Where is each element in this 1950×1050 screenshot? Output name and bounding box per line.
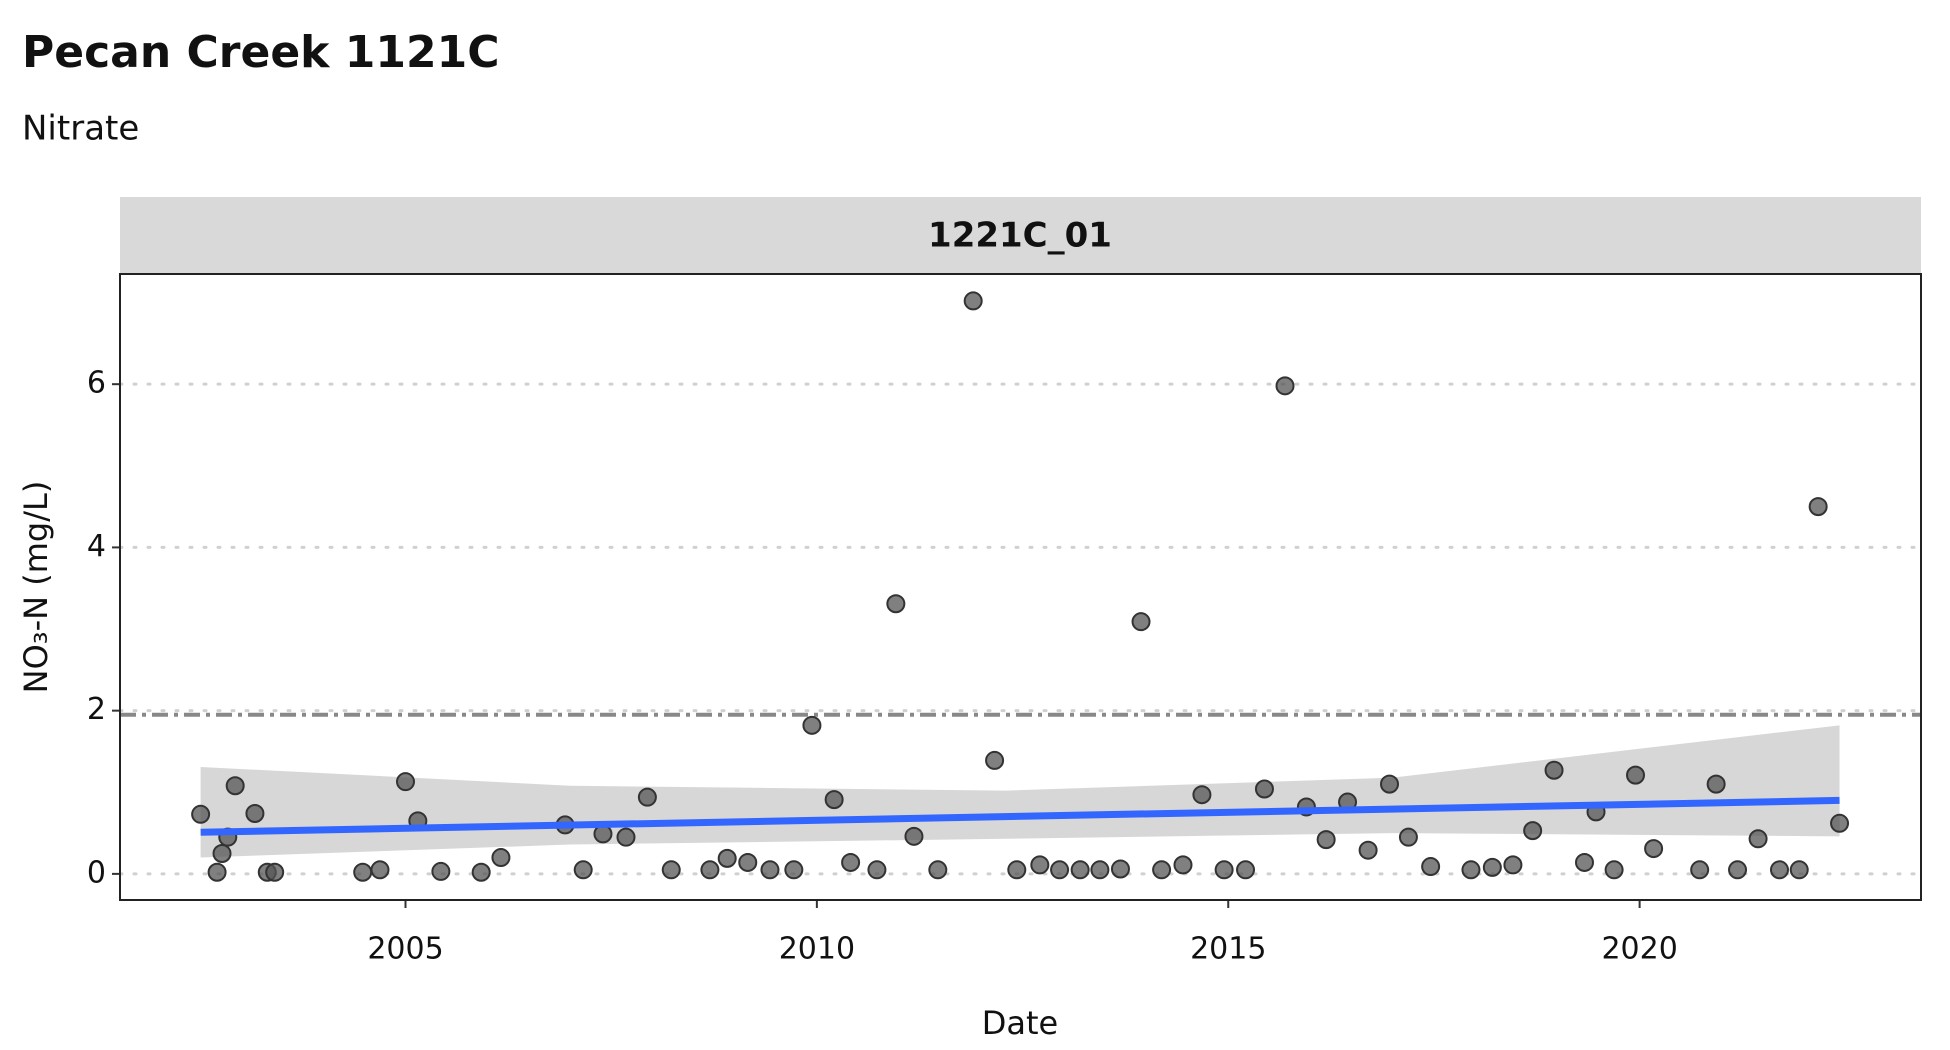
data-point [370,860,390,880]
data-point [1644,839,1664,859]
data-point [1007,860,1027,880]
data-point [1110,859,1130,879]
facet-label: 1221C_01 [928,216,1112,256]
data-point [1380,774,1400,794]
data-point [784,860,804,880]
y-tick-label: 2 [87,692,106,727]
data-point [245,803,265,823]
y-tick-label: 0 [87,855,106,890]
data-point [1358,840,1378,860]
data-point [1173,855,1193,875]
x-tick-label: 2010 [779,932,855,967]
data-point [1544,760,1564,780]
data-point [1316,830,1336,850]
x-tick-label: 2020 [1601,932,1677,967]
data-point [1398,827,1418,847]
x-axis-label: Date [982,1004,1058,1042]
data-point [191,804,211,824]
y-tick-label: 6 [87,366,106,401]
data-point [1030,855,1050,875]
data-point [985,750,1005,770]
data-point [1830,813,1850,833]
data-point [1275,376,1295,396]
trend-line [200,796,1840,836]
data-point [886,594,906,614]
data-point [431,861,451,881]
data-point [1769,860,1789,880]
data-point [491,848,511,868]
data-point [1254,779,1274,799]
data-point [1503,855,1523,875]
confidence-band [200,725,1840,858]
data-point [1236,860,1256,880]
data-point [1090,860,1110,880]
data-point [867,860,887,880]
data-point [1604,860,1624,880]
data-point [1152,860,1172,880]
data-point [824,790,844,810]
chart-title: Pecan Creek 1121C [22,27,500,78]
data-point [841,852,861,872]
x-tick-label: 2015 [1190,932,1266,967]
data-point [265,862,285,882]
chart-subtitle: Nitrate [22,109,139,149]
data-point [928,860,948,880]
data-point [212,843,232,863]
data-point [225,776,245,796]
data-point [1574,852,1594,872]
data-point [1706,774,1726,794]
data-point [637,787,657,807]
data-point [1192,785,1212,805]
data-point [661,860,681,880]
data-point [1482,857,1502,877]
data-point [963,291,983,311]
data-point [738,852,758,872]
data-point [1461,860,1481,880]
data-point [1728,860,1748,880]
data-point [1690,860,1710,880]
facet-strip [120,197,1921,274]
data-point [471,862,491,882]
data-point [1421,857,1441,877]
data-point [395,772,415,792]
y-axis-label: NO₃-N (mg/L) [17,481,55,694]
data-point [802,715,822,735]
data-point [760,860,780,880]
data-point [904,826,924,846]
y-tick-label: 4 [87,529,106,564]
x-tick-label: 2005 [367,932,443,967]
data-point [717,848,737,868]
data-point [1748,829,1768,849]
data-point [1626,765,1646,785]
data-point [353,862,373,882]
data-point [616,827,636,847]
data-point [1214,860,1234,880]
plot-border [119,273,1922,901]
data-point [1131,612,1151,632]
data-point [573,860,593,880]
data-point [207,862,227,882]
data-point [700,860,720,880]
data-point [1070,860,1090,880]
data-point [1050,860,1070,880]
data-point [1808,497,1828,517]
data-point [1523,821,1543,841]
data-point [1789,860,1809,880]
